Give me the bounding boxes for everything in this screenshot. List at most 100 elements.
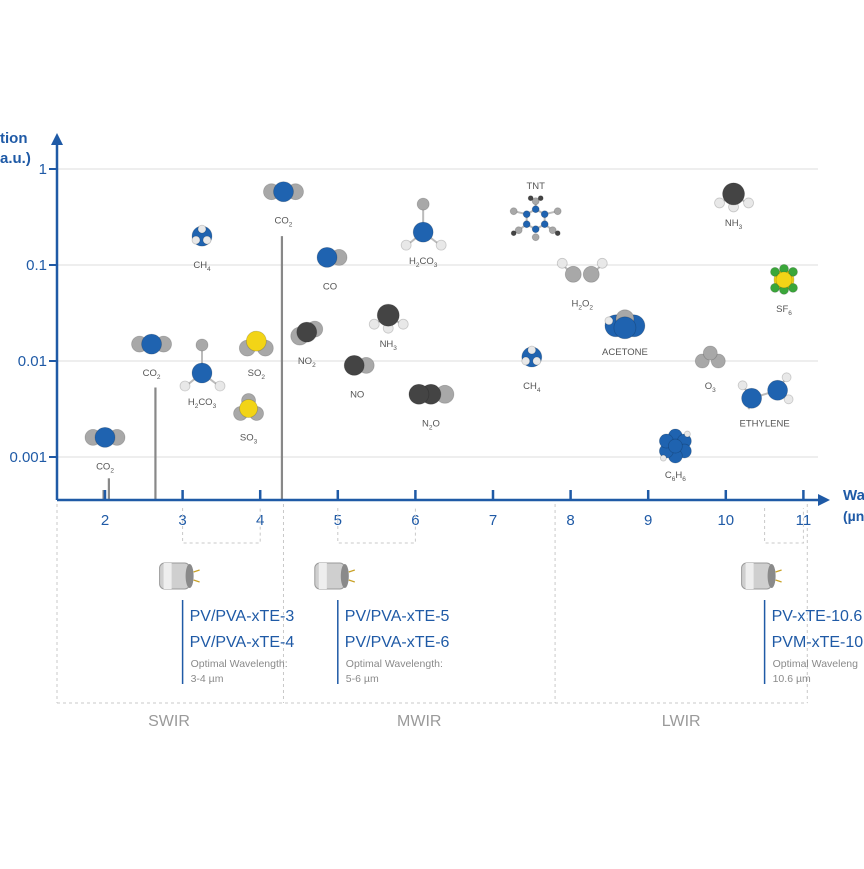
molecule-label-text: ETHYLENE xyxy=(740,418,790,429)
axes xyxy=(51,133,830,506)
atom xyxy=(553,207,562,216)
molecule-label: NH3 xyxy=(380,339,398,352)
x-tick-label: 9 xyxy=(644,512,652,529)
atom xyxy=(788,282,798,293)
molecule-label: NO2 xyxy=(298,356,316,369)
atom xyxy=(435,239,447,251)
y-axis-label-line2: a.u.) xyxy=(0,150,31,167)
atom xyxy=(191,235,201,245)
optimal-wavelength-note: 3-4 µm xyxy=(191,673,224,685)
molecule-label: O3 xyxy=(705,381,716,394)
atom xyxy=(239,399,258,418)
atom xyxy=(191,362,213,384)
molecule-label-text: C xyxy=(665,470,672,481)
detector-icon xyxy=(159,562,200,590)
molecule-co2: CO2 xyxy=(84,427,126,474)
molecule-label-subscript: 3 xyxy=(254,439,258,446)
optimal-wavelength-note: Optimal Waveleng xyxy=(773,658,859,670)
atom xyxy=(770,282,780,293)
molecule-label: H2CO3 xyxy=(409,256,438,269)
x-tick-label: 8 xyxy=(566,512,574,529)
atom xyxy=(408,383,430,405)
atom xyxy=(527,345,537,355)
molecule-co2: CO2 xyxy=(131,333,172,381)
atom xyxy=(400,239,412,251)
detector-pin xyxy=(348,569,355,573)
molecule-label: CH4 xyxy=(523,381,541,394)
molecule-c6h6: C6H6 xyxy=(658,428,692,483)
atom xyxy=(195,338,209,352)
band-label: SWIR xyxy=(148,713,190,730)
molecule-label: CO2 xyxy=(275,216,293,229)
molecule-label-subscript: 2 xyxy=(195,403,199,410)
x-axis-label-line1: Wa xyxy=(843,487,864,504)
molecule-sf6: SF6 xyxy=(770,263,798,317)
molecule-h2co: H2CO3 xyxy=(179,338,226,410)
atom xyxy=(343,354,365,376)
atom xyxy=(540,210,549,219)
molecule-label-text: O xyxy=(432,418,439,429)
molecule-label-text: H xyxy=(188,397,195,408)
x-tick-label: 7 xyxy=(489,512,497,529)
y-tick-label: 0.001 xyxy=(9,449,47,466)
molecule-label-text: H xyxy=(409,256,416,267)
atom xyxy=(783,394,794,405)
detector-window xyxy=(340,564,349,588)
x-tick-label: 6 xyxy=(411,512,419,529)
x-tick-label: 10 xyxy=(717,512,734,529)
atom xyxy=(775,271,793,289)
molecule-label-text: CO xyxy=(275,216,289,227)
atom xyxy=(296,321,318,343)
optimal-wavelength-note: 10.6 µm xyxy=(773,673,811,685)
atom xyxy=(510,230,517,237)
atom xyxy=(521,356,531,366)
molecule-label-subscript: 4 xyxy=(207,266,211,273)
band-label: MWIR xyxy=(397,713,441,730)
product-name: PV/PVA-xTE-4 xyxy=(190,634,295,651)
detector-pin xyxy=(775,569,782,573)
molecule-label-subscript: 2 xyxy=(261,374,265,381)
atom xyxy=(368,318,380,330)
molecule-co: CO xyxy=(316,246,348,292)
atom xyxy=(722,182,745,206)
molecule-label: ACETONE xyxy=(602,347,648,358)
atom xyxy=(596,257,608,269)
y-tick-label: 0.1 xyxy=(26,257,47,274)
atom xyxy=(659,454,667,462)
optimal-wavelength-note: Optimal Wavelength: xyxy=(346,658,443,670)
molecule-label: SO3 xyxy=(240,433,258,446)
molecule-label-text: NO xyxy=(298,356,312,367)
molecule-label-text: CO xyxy=(198,397,212,408)
molecule-label: TNT xyxy=(526,181,545,192)
y-axis-label-line1: tion xyxy=(0,130,28,147)
molecule-label-subscript: 2 xyxy=(312,362,316,369)
molecule-label: NH3 xyxy=(725,218,743,231)
product-name: PV-xTE-10.6 xyxy=(772,608,863,625)
atom xyxy=(537,195,544,202)
molecule-label-subscript: 3 xyxy=(213,403,217,410)
molecule-label-text: CO xyxy=(96,461,110,472)
atom xyxy=(197,224,207,234)
molecule-label-subscript: 4 xyxy=(537,387,541,394)
molecule-nh3: NH3 xyxy=(714,182,754,231)
molecule-label-subscript: 2 xyxy=(157,374,161,381)
molecule-label: SO2 xyxy=(248,368,266,381)
atom xyxy=(202,235,212,245)
atom xyxy=(531,197,540,206)
atom xyxy=(737,380,748,391)
molecule-o3: O3 xyxy=(694,345,726,394)
detector-group: PV/PVA-xTE-5 PV/PVA-xTE-6 Optimal Waveleng… xyxy=(314,508,450,685)
atom xyxy=(522,210,531,219)
atom xyxy=(316,246,338,268)
product-name: PVM-xTE-10 xyxy=(772,634,864,651)
molecule-label-text: CO xyxy=(143,368,157,379)
detector-icon xyxy=(741,562,782,590)
atom xyxy=(613,316,637,340)
atom xyxy=(743,197,754,209)
molecule-label-subscript: 3 xyxy=(739,224,743,231)
detector-icon xyxy=(314,562,355,590)
molecule-so3: SO3 xyxy=(233,393,264,446)
atom xyxy=(556,257,568,269)
